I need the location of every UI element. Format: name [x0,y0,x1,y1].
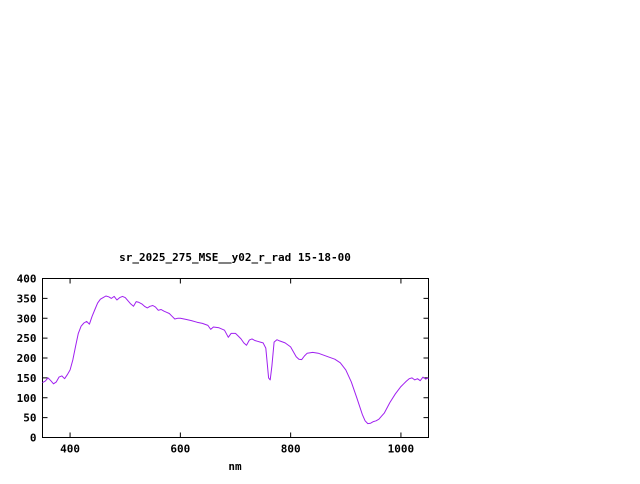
y-tick-label: 250 [17,332,37,345]
x-tick-label: 1000 [388,443,415,456]
x-tick-label: 400 [60,443,80,456]
spectrum-line [42,295,429,425]
y-tick-label: 350 [17,292,37,305]
plot-border [42,278,429,438]
y-tick-label: 400 [17,273,37,286]
y-tick-label: 300 [17,312,37,325]
x-axis-label: nm [228,460,242,473]
y-tick-label: 100 [17,392,37,405]
y-tick-label: 200 [17,352,37,365]
y-tick-label: 150 [17,372,37,385]
y-tick-label: 50 [23,412,36,425]
y-tick-label: 0 [30,432,37,445]
chart-title: sr_2025_275_MSE__y02_r_rad 15-18-00 [119,251,351,264]
x-tick-label: 800 [281,443,301,456]
x-tick-label: 600 [170,443,190,456]
